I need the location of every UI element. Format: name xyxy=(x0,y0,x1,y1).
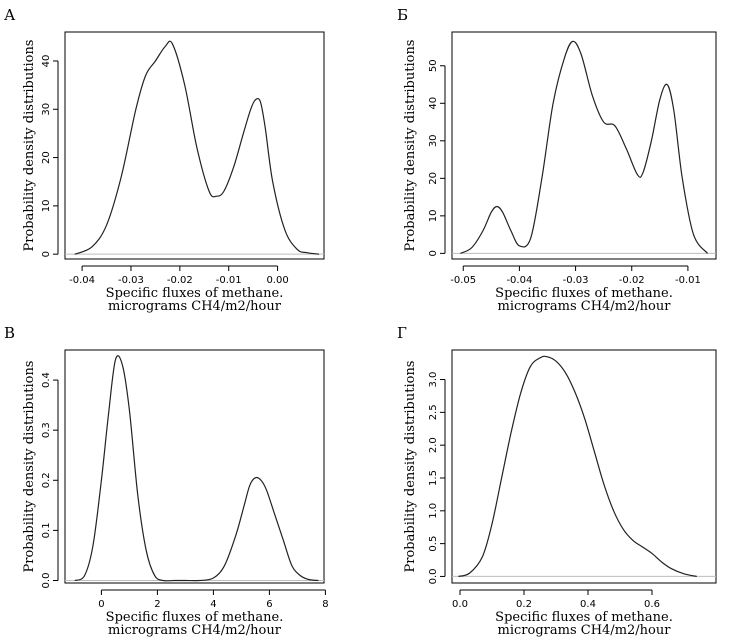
y-axis-title: Probability density distributions xyxy=(403,40,418,252)
x-tick-label: 0.00 xyxy=(266,275,288,286)
y-tick-label: 10 xyxy=(41,200,52,213)
y-tick-label: 30 xyxy=(41,103,52,116)
y-tick-label: 20 xyxy=(41,151,52,164)
x-tick-label: 0 xyxy=(98,599,104,610)
y-tick-label: 0.2 xyxy=(41,472,52,488)
x-tick-label: 0.6 xyxy=(644,599,660,610)
x-axis-title-line-1: Specific fluxes of methane. xyxy=(106,610,284,625)
chart-panel-3: В 0 2 4 6 8 0.0 0.1 0.2 0.3 0.4 Specific fluxes of … xyxy=(4,324,329,638)
y-tick-label: 3.0 xyxy=(428,372,439,388)
density-curve xyxy=(458,355,697,578)
x-axis-title-line-2: micrograms CH4/m2/hour xyxy=(498,623,672,638)
x-axis-title-line-1: Specific fluxes of methane. xyxy=(495,610,673,625)
x-tick-label: -0.03 xyxy=(118,275,144,286)
panel-label: Б xyxy=(397,6,408,24)
x-axis-title-line-1: Specific fluxes of methane. xyxy=(495,286,673,301)
x-tick-label: -0.01 xyxy=(216,275,242,286)
x-tick-label: 0.4 xyxy=(580,599,596,610)
panel-label: Г xyxy=(397,324,407,342)
y-tick-label: 20 xyxy=(428,172,439,185)
y-tick-label: 0.4 xyxy=(41,372,52,388)
y-tick-label: 0 xyxy=(41,251,52,257)
density-curve xyxy=(74,355,319,582)
x-tick-label: -0.02 xyxy=(619,275,645,286)
y-tick-label: 0.0 xyxy=(428,568,439,584)
chart-panel-1: А -0.04 -0.03 -0.02 -0.01 0.00 0 10 20 30 40 Specif… xyxy=(4,6,325,314)
y-axis-title: Probability density distributions xyxy=(22,361,37,573)
y-tick-label: 0.0 xyxy=(41,573,52,589)
x-tick-label: -0.03 xyxy=(563,275,589,286)
x-axis-title-line-2: micrograms CH4/m2/hour xyxy=(498,299,672,314)
y-tick-label: 0.5 xyxy=(428,536,439,552)
panel-label: А xyxy=(4,6,16,24)
chart-panel-4: Г 0.0 0.2 0.4 0.6 0.0 0.5 1.0 1.5 2.0 2.5 3.0 Specif… xyxy=(397,324,717,638)
density-curve xyxy=(74,40,320,255)
x-tick-label: -0.04 xyxy=(69,275,95,286)
y-tick-label: 2.5 xyxy=(428,404,439,420)
y-axis-title: Probability density distributions xyxy=(403,361,418,573)
plot-frame xyxy=(64,349,325,584)
y-tick-label: 1.0 xyxy=(428,503,439,519)
y-tick-label: 1.5 xyxy=(428,470,439,486)
plot-frame xyxy=(451,31,717,260)
y-tick-label: 10 xyxy=(428,209,439,222)
x-tick-label: -0.02 xyxy=(167,275,193,286)
y-tick-label: 0.3 xyxy=(41,422,52,438)
y-tick-label: 0 xyxy=(428,250,439,256)
plot-frame xyxy=(451,349,717,584)
y-tick-label: 40 xyxy=(41,55,52,68)
x-axis-title-line-2: micrograms CH4/m2/hour xyxy=(108,623,282,638)
y-tick-label: 0.1 xyxy=(41,522,52,538)
chart-panel-2: Б -0.05 -0.04 -0.03 -0.02 -0.01 0 10 20 30 40 50 Spe… xyxy=(397,6,717,314)
plot-frame xyxy=(64,31,325,260)
y-tick-label: 2.0 xyxy=(428,437,439,453)
x-tick-label: 0.0 xyxy=(452,599,468,610)
x-tick-label: -0.04 xyxy=(506,275,532,286)
x-tick-label: 2 xyxy=(154,599,160,610)
x-tick-label: -0.05 xyxy=(450,275,476,286)
density-curve xyxy=(460,40,709,254)
x-axis-title-line-2: micrograms CH4/m2/hour xyxy=(108,299,282,314)
x-axis-title-line-1: Specific fluxes of methane. xyxy=(106,286,284,301)
x-tick-label: -0.01 xyxy=(675,275,701,286)
y-tick-label: 30 xyxy=(428,134,439,147)
x-tick-label: 4 xyxy=(210,599,216,610)
x-tick-label: 6 xyxy=(266,599,272,610)
y-axis-title: Probability density distributions xyxy=(22,40,37,252)
y-tick-label: 40 xyxy=(428,97,439,110)
x-tick-label: 0.2 xyxy=(516,599,532,610)
y-tick-label: 50 xyxy=(428,59,439,72)
x-tick-label: 8 xyxy=(322,599,328,610)
panel-label: В xyxy=(4,324,15,342)
